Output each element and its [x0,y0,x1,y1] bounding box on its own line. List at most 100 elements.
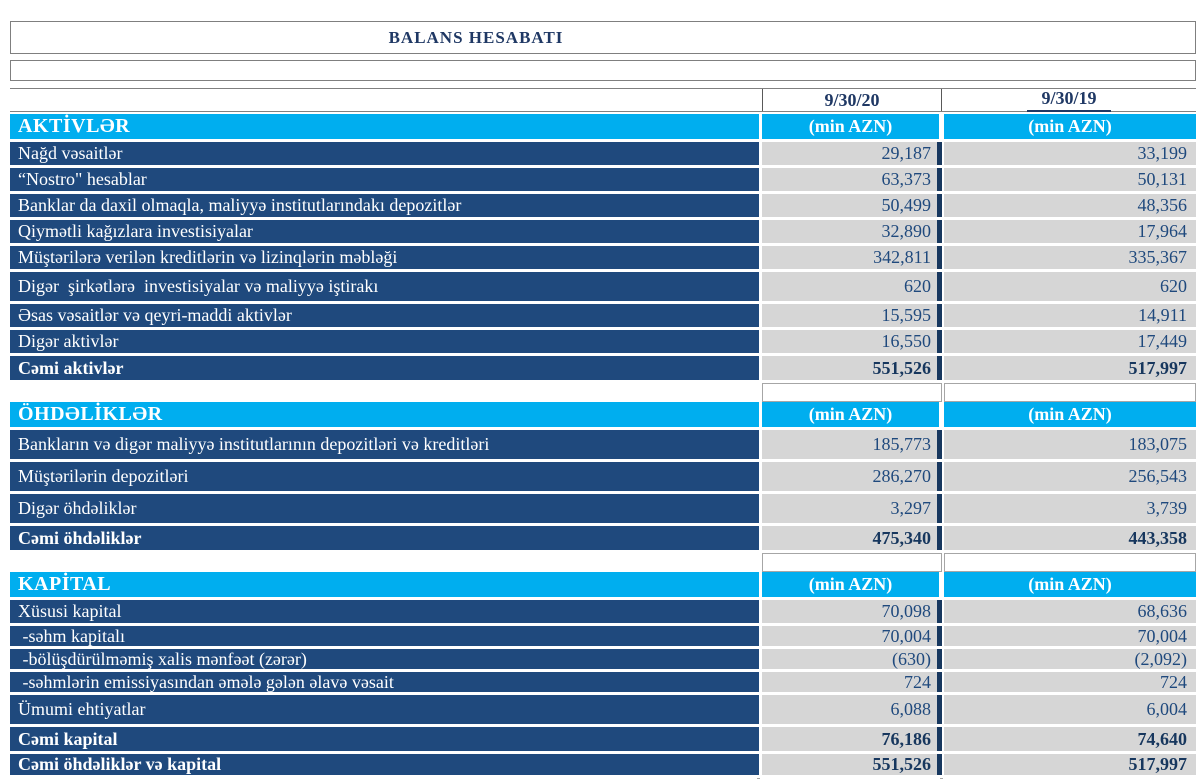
value-2019: 3,739 [944,494,1196,523]
row-label: Əsas vəsaitlər və qeyri-maddi aktivlər [10,304,759,327]
row-label: Banklar da daxil olmaqla, maliyyə instit… [10,194,759,217]
bottom-cutoff-strip [10,775,1196,779]
row-label: Digər aktivlər [10,330,759,353]
row-label: Cəmi öhdəliklər [10,526,759,550]
column-header-2019-cell: 9/30/19 [942,88,1196,112]
value-2020: 29,187 [762,142,942,165]
value-2020: 70,098 [762,600,942,623]
value-2020: 50,499 [762,194,942,217]
value-2020: (min AZN) [762,572,942,597]
value-2020: (630) [762,649,942,669]
row-label: KAPİTAL [10,572,759,597]
value-2019: 183,075 [944,430,1196,459]
row-label: Digər öhdəliklər [10,494,759,523]
table-row: Ümumi ehtiyatlar 6,088 6,004 [10,695,1196,724]
value-2019 [944,553,1196,572]
value-2020: 551,526 [762,356,942,380]
value-2019: 517,997 [944,754,1196,775]
table-row: Müştərilərə verilən kreditlərin və lizin… [10,246,1196,269]
table-row: Cəmi kapital 76,186 74,640 [10,727,1196,751]
value-2020: 15,595 [762,304,942,327]
row-label: Cəmi öhdəliklər və kapital [10,754,759,775]
table-row: Digər şirkətlərə investisiyalar və maliy… [10,272,1196,301]
value-2019 [944,383,1196,402]
value-2019: 724 [944,672,1196,692]
section-gap-row [10,553,1196,572]
row-label: -səhm kapitalı [10,626,759,646]
table-row: Xüsusi kapital 70,098 68,636 [10,600,1196,623]
value-2019: 74,640 [944,727,1196,751]
table-row: -bölüşdürülməmiş xalis mənfəət (zərər) (6… [10,649,1196,669]
value-2019: 256,543 [944,462,1196,491]
value-2019: 70,004 [944,626,1196,646]
table-body: AKTİVLƏR (min AZN) (min AZN) Nağd vəsaitlər… [10,114,1196,775]
column-header-row: 9/30/20 9/30/19 [10,88,1196,112]
value-2019: 68,636 [944,600,1196,623]
value-2020: 286,270 [762,462,942,491]
value-2019: 6,004 [944,695,1196,724]
row-label: “Nostro" hesablar [10,168,759,191]
value-2019: (min AZN) [944,114,1196,139]
row-label: Müştərilərin depozitləri [10,462,759,491]
value-2020: 6,088 [762,695,942,724]
value-2020: 724 [762,672,942,692]
column-header-2020: 9/30/20 [762,89,942,111]
value-2019: 443,358 [944,526,1196,550]
value-2019: 17,964 [944,220,1196,243]
row-label: Qiymətli kağızlara investisiyalar [10,220,759,243]
table-row: -səhmlərin emissiyasından əmələ gələn əl… [10,672,1196,692]
value-2019: 50,131 [944,168,1196,191]
value-2020: 475,340 [762,526,942,550]
table-row: Bankların və digər maliyyə institutların… [10,430,1196,459]
section-header-row: AKTİVLƏR (min AZN) (min AZN) [10,114,1196,139]
value-2019: (2,092) [944,649,1196,669]
table-row: Cəmi öhdəliklər 475,340 443,358 [10,526,1196,550]
value-2019: 620 [944,272,1196,301]
row-label: Cəmi aktivlər [10,356,759,380]
table-row: Cəmi aktivlər 551,526 517,997 [10,356,1196,380]
section-gap-row [10,383,1196,402]
row-label: Digər şirkətlərə investisiyalar və maliy… [10,272,759,301]
value-2020: 551,526 [762,754,942,775]
row-label: -bölüşdürülməmiş xalis mənfəət (zərər) [10,649,759,669]
table-row: Digər öhdəliklər 3,297 3,739 [10,494,1196,523]
row-label: Xüsusi kapital [10,600,759,623]
table-row: -səhm kapitalı 70,004 70,004 [10,626,1196,646]
row-label: Nağd vəsaitlər [10,142,759,165]
value-2019: (min AZN) [944,572,1196,597]
value-2020 [762,383,942,402]
value-2020: 76,186 [762,727,942,751]
value-2019: 335,367 [944,246,1196,269]
value-2020: 16,550 [762,330,942,353]
row-label: Bankların və digər maliyyə institutların… [10,430,759,459]
value-2020: 70,004 [762,626,942,646]
date-row-label-spacer [10,89,762,111]
table-row: Banklar da daxil olmaqla, maliyyə instit… [10,194,1196,217]
table-row: Müştərilərin depozitləri 286,270 256,543 [10,462,1196,491]
row-label: Ümumi ehtiyatlar [10,695,759,724]
value-2020: 63,373 [762,168,942,191]
value-2019: 48,356 [944,194,1196,217]
value-2020: 3,297 [762,494,942,523]
row-label: ÖHDƏLİKLƏR [10,402,759,427]
row-label: -səhmlərin emissiyasından əmələ gələn əl… [10,672,759,692]
value-2020: 185,773 [762,430,942,459]
report-title-box: BALANS HESABATI [10,21,1196,54]
row-label: Cəmi kapital [10,727,759,751]
row-label [10,383,759,402]
value-2019: 517,997 [944,356,1196,380]
value-2020: 620 [762,272,942,301]
value-2019: 17,449 [944,330,1196,353]
value-2019: 33,199 [944,142,1196,165]
table-row: “Nostro" hesablar 63,373 50,131 [10,168,1196,191]
page-title: BALANS HESABATI [388,27,564,47]
table-row: Cəmi öhdəliklər və kapital 551,526 517,997 [10,754,1196,775]
section-header-row: ÖHDƏLİKLƏR (min AZN) (min AZN) [10,402,1196,427]
value-2020: (min AZN) [762,402,942,427]
section-header-row: KAPİTAL (min AZN) (min AZN) [10,572,1196,597]
table-row: Qiymətli kağızlara investisiyalar 32,890 1… [10,220,1196,243]
value-2020: (min AZN) [762,114,942,139]
empty-spacer-row [10,60,1196,81]
value-2019: (min AZN) [944,402,1196,427]
table-row: Digər aktivlər 16,550 17,449 [10,330,1196,353]
